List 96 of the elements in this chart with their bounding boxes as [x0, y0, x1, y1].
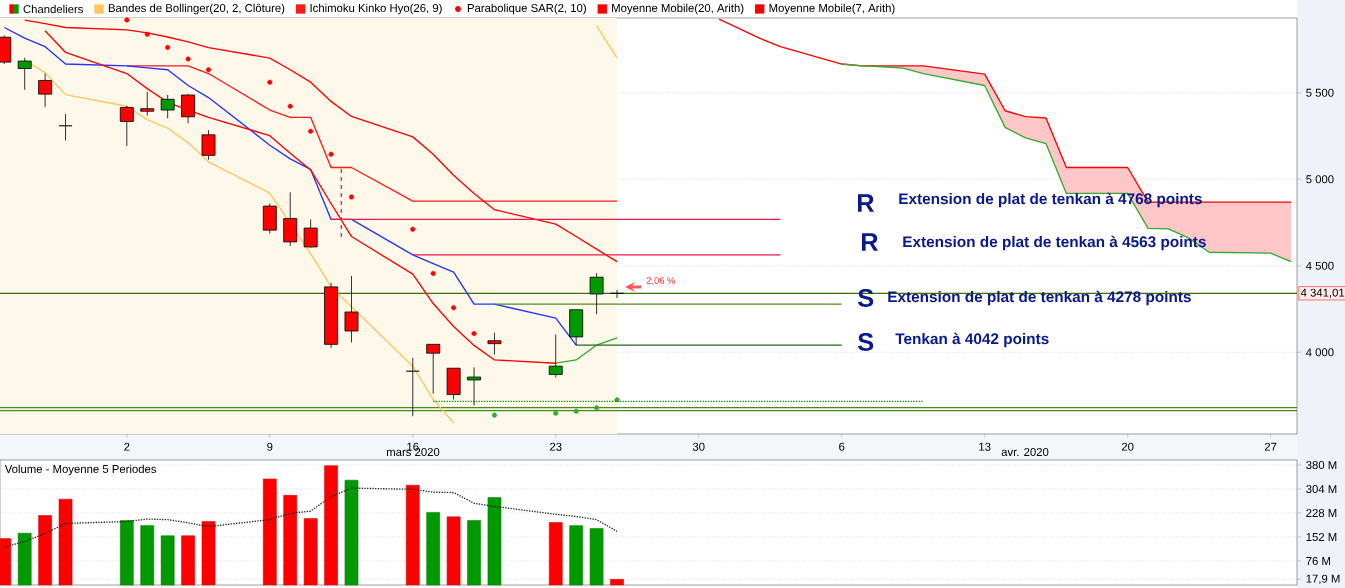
candlestick [303, 219, 318, 249]
point [573, 408, 579, 414]
point [348, 194, 355, 200]
point [205, 67, 212, 73]
point [124, 17, 130, 23]
ref-line-label: 4 341,01 [1300, 288, 1345, 298]
point [491, 412, 498, 418]
text: avr. 2020 [1001, 447, 1049, 456]
point [614, 397, 620, 403]
legend-label: Moyenne Mobile(7, Arith) [769, 3, 895, 15]
candlestick [548, 334, 563, 378]
x-tick-label: 13 [979, 442, 991, 451]
candlestick [283, 191, 298, 247]
legend-label: Ichimoku Kinko Hyo(26, 9) [310, 3, 442, 15]
candlestick [201, 129, 216, 161]
bar [324, 465, 338, 586]
annotation: Tenkan à 4042 points [895, 332, 1049, 348]
annotation: R [861, 233, 879, 251]
candlestick [405, 357, 420, 417]
annotation: 2,06 % [646, 277, 675, 285]
bar [181, 535, 195, 586]
bar [38, 515, 52, 586]
line-series [3, 26, 577, 346]
y-tick-label: 5 500 [1306, 88, 1334, 97]
bar [283, 495, 298, 586]
point [287, 103, 293, 109]
legend-label: Bandes de Bollinger(20, 2, Clôture) [108, 3, 285, 15]
x-tick-label: 23 [550, 442, 562, 451]
annotation: S [858, 289, 874, 307]
line-series [24, 19, 618, 263]
line-series [3, 487, 618, 548]
point [553, 410, 559, 416]
chart-title: Volume - Moyenne 5 Periodes [4, 464, 157, 476]
y-tick-label: 4 000 [1305, 348, 1334, 357]
bar [17, 532, 32, 586]
bar [58, 498, 73, 586]
legend-label: Moyenne Mobile(20, Arith) [612, 3, 744, 15]
bar [120, 520, 134, 586]
bar [589, 528, 604, 586]
point [410, 226, 416, 232]
x-tick-label: 6 [839, 442, 845, 451]
x-tick-label: 2 [124, 442, 130, 451]
y-tick-label: 17,9 M [1306, 574, 1340, 585]
legend-label: Chandeliers [23, 4, 83, 14]
candlestick [344, 275, 359, 343]
candlestick [487, 332, 502, 355]
bar [467, 520, 481, 586]
point [328, 151, 334, 157]
candlestick [140, 91, 155, 116]
candlestick [589, 272, 604, 315]
y-tick-label: 228 M [1306, 509, 1337, 518]
candlestick [17, 57, 32, 91]
x-tick-label: 9 [267, 442, 273, 451]
y-tick-label: 5 000 [1306, 175, 1334, 184]
annotation: Extension de plat de tenkan à 4278 points [888, 290, 1191, 306]
candlestick [38, 73, 53, 108]
bar [303, 518, 318, 586]
y-tick-label: 76 M [1306, 556, 1330, 565]
bar [446, 516, 461, 586]
bar [140, 525, 155, 586]
x-tick-label: 20 [1121, 442, 1134, 451]
candlestick [119, 105, 134, 147]
bar [160, 535, 175, 586]
y-tick-label: 4 500 [1305, 261, 1334, 270]
point [430, 270, 436, 276]
bar [405, 484, 420, 586]
point [165, 44, 171, 50]
bar [569, 525, 583, 586]
legend-label: Parabolique SAR(2, 10) [467, 3, 586, 15]
x-tick-label: 30 [692, 442, 705, 451]
point [594, 405, 600, 411]
candlestick [160, 94, 175, 119]
annotation: S [858, 333, 874, 351]
candlestick [181, 93, 196, 124]
point [185, 56, 191, 62]
candlestick [609, 289, 625, 299]
bar [201, 521, 216, 586]
y-tick-label: 152 M [1306, 533, 1337, 542]
bar [610, 579, 624, 586]
x-tick-label: 27 [1264, 442, 1277, 451]
candlestick [58, 113, 73, 141]
y-tick-label: 380 M [1306, 461, 1337, 470]
bar [262, 478, 277, 586]
bar [548, 522, 563, 586]
point [471, 331, 477, 337]
point [267, 79, 273, 85]
annotation: R [857, 194, 875, 212]
point [308, 128, 314, 134]
y-tick-label: 304 M [1306, 485, 1337, 494]
point [451, 305, 457, 311]
bar [487, 497, 502, 586]
point [144, 31, 150, 37]
candlestick [467, 366, 481, 406]
candlestick [426, 343, 441, 395]
bar [426, 512, 440, 586]
bar [344, 479, 359, 586]
